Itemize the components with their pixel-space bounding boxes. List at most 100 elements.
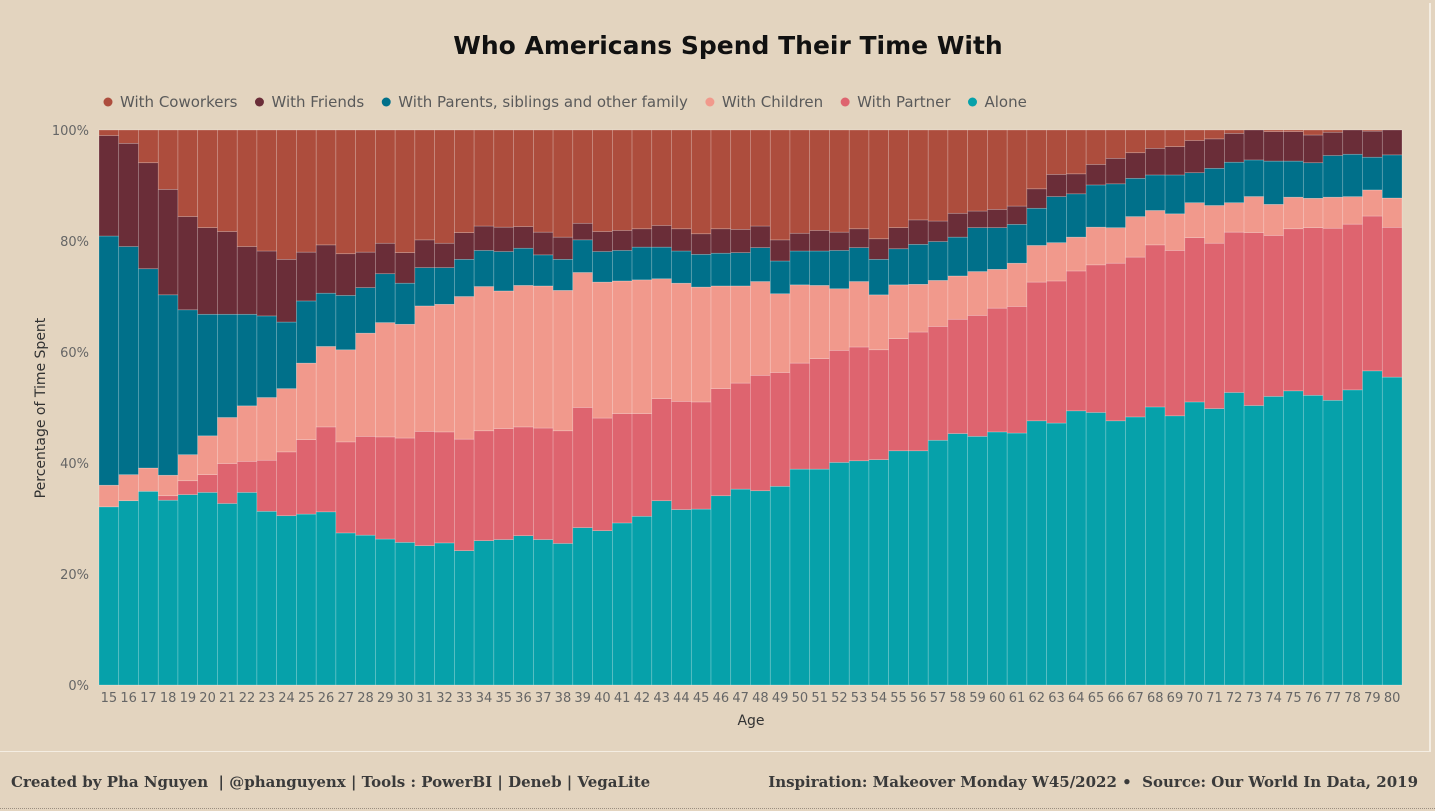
x-axis-title: Age bbox=[737, 713, 764, 729]
bar-children-40 bbox=[592, 281, 613, 419]
x-tick-label: 35 bbox=[495, 691, 512, 706]
x-tick-label: 42 bbox=[634, 691, 651, 706]
bar-alone-28 bbox=[355, 534, 376, 686]
bar-alone-67 bbox=[1125, 416, 1146, 686]
bar-coworkers-30 bbox=[394, 129, 416, 253]
bar-alone-40 bbox=[592, 530, 613, 686]
bar-alone-80 bbox=[1381, 376, 1403, 686]
x-tick-label: 45 bbox=[693, 691, 710, 706]
bar-children-44 bbox=[671, 282, 692, 402]
bar-family-29 bbox=[375, 273, 396, 323]
bar-children-34 bbox=[473, 286, 495, 432]
bar-partner-40 bbox=[592, 417, 613, 532]
bar-family-20 bbox=[197, 313, 218, 437]
bar-coworkers-19 bbox=[177, 129, 199, 217]
bar-partner-71 bbox=[1204, 242, 1225, 409]
bar-alone-46 bbox=[710, 495, 732, 686]
bar-family-41 bbox=[611, 250, 633, 282]
bar-family-69 bbox=[1164, 174, 1186, 215]
chart-frame bbox=[0, 3, 1431, 752]
bar-friends-52 bbox=[829, 231, 850, 251]
bar-partner-34 bbox=[473, 430, 495, 541]
x-tick-label: 79 bbox=[1364, 691, 1381, 706]
bar-family-42 bbox=[631, 246, 653, 281]
bar-family-57 bbox=[927, 241, 949, 281]
bar-friends-48 bbox=[750, 225, 771, 248]
bar-alone-39 bbox=[572, 527, 593, 686]
bar-family-54 bbox=[868, 259, 889, 296]
bar-family-53 bbox=[848, 247, 870, 282]
bar-partner-70 bbox=[1184, 237, 1205, 403]
bar-coworkers-70 bbox=[1184, 129, 1205, 141]
x-tick-label: 69 bbox=[1167, 691, 1184, 706]
x-tick-label: 20 bbox=[199, 691, 216, 706]
bar-partner-80 bbox=[1381, 226, 1403, 378]
bar-coworkers-41 bbox=[611, 129, 633, 231]
bar-coworkers-54 bbox=[868, 129, 889, 240]
bar-children-76 bbox=[1302, 197, 1324, 228]
bar-coworkers-55 bbox=[888, 129, 909, 228]
bar-alone-53 bbox=[848, 460, 870, 686]
bar-family-62 bbox=[1026, 207, 1047, 246]
x-tick-label: 22 bbox=[239, 691, 256, 706]
bar-coworkers-61 bbox=[1006, 129, 1028, 207]
x-tick-label: 31 bbox=[416, 691, 433, 706]
bar-coworkers-44 bbox=[671, 129, 692, 230]
bar-children-29 bbox=[375, 322, 396, 438]
bar-alone-25 bbox=[296, 513, 317, 686]
bar-friends-34 bbox=[473, 225, 495, 251]
bar-friends-17 bbox=[138, 162, 159, 270]
bar-children-78 bbox=[1342, 196, 1363, 225]
bar-partner-36 bbox=[513, 426, 534, 537]
legend-label-with-parents-siblings-and-other-family: With Parents, siblings and other family bbox=[398, 93, 688, 111]
bar-alone-65 bbox=[1085, 412, 1107, 686]
x-tick-label: 68 bbox=[1147, 691, 1164, 706]
bar-family-75 bbox=[1283, 160, 1304, 198]
legend: With Coworkers With Friends With Parents, … bbox=[103, 93, 1027, 111]
bar-friends-70 bbox=[1184, 140, 1205, 174]
bar-friends-76 bbox=[1302, 134, 1324, 164]
x-tick-label: 70 bbox=[1186, 691, 1203, 706]
x-tick-label: 58 bbox=[950, 691, 967, 706]
bar-friends-33 bbox=[454, 232, 475, 260]
bar-family-73 bbox=[1243, 159, 1265, 197]
bar-partner-27 bbox=[335, 441, 356, 534]
bar-alone-44 bbox=[671, 509, 692, 686]
bars bbox=[98, 129, 1403, 686]
bar-children-27 bbox=[335, 349, 356, 443]
bar-partner-33 bbox=[454, 438, 475, 551]
x-tick-label: 66 bbox=[1107, 691, 1124, 706]
x-tick-label: 48 bbox=[752, 691, 769, 706]
bar-family-37 bbox=[533, 254, 554, 287]
bar-partner-18 bbox=[157, 495, 179, 501]
bar-children-21 bbox=[217, 417, 238, 464]
bar-partner-28 bbox=[355, 436, 376, 536]
bar-alone-23 bbox=[256, 510, 277, 686]
x-tick-label: 40 bbox=[594, 691, 611, 706]
bar-coworkers-36 bbox=[513, 129, 534, 227]
bar-family-25 bbox=[296, 300, 317, 364]
x-tick-label: 37 bbox=[535, 691, 552, 706]
x-tick-label: 29 bbox=[377, 691, 394, 706]
bar-coworkers-45 bbox=[690, 129, 712, 235]
bar-alone-52 bbox=[829, 462, 850, 686]
bar-partner-69 bbox=[1164, 250, 1186, 417]
bar-alone-22 bbox=[236, 492, 258, 686]
bar-coworkers-20 bbox=[197, 129, 218, 228]
bar-friends-15 bbox=[98, 135, 120, 237]
x-tick-label: 72 bbox=[1226, 691, 1243, 706]
x-tick-label: 34 bbox=[476, 691, 493, 706]
bar-coworkers-34 bbox=[473, 129, 495, 227]
bar-family-35 bbox=[493, 251, 514, 292]
bar-alone-15 bbox=[98, 506, 120, 686]
bar-coworkers-18 bbox=[157, 129, 179, 190]
bar-friends-63 bbox=[1046, 174, 1067, 197]
bar-coworkers-56 bbox=[908, 129, 929, 221]
bar-alone-68 bbox=[1145, 406, 1166, 686]
bar-family-18 bbox=[157, 294, 179, 476]
bar-friends-16 bbox=[118, 143, 139, 247]
bar-friends-44 bbox=[671, 228, 692, 252]
bar-family-67 bbox=[1125, 177, 1146, 217]
bar-alone-43 bbox=[651, 500, 672, 686]
bar-family-40 bbox=[592, 251, 613, 283]
